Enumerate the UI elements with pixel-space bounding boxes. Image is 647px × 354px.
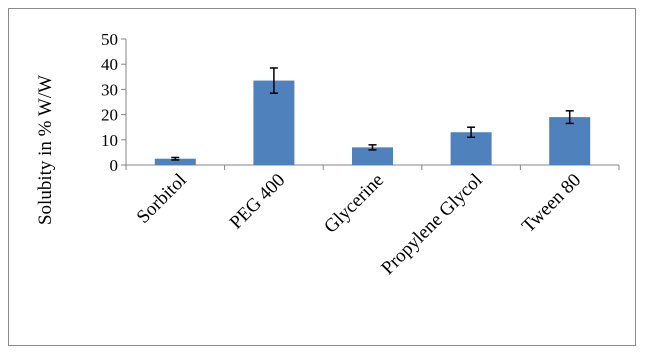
x-category-label: Sorbitol [133, 170, 191, 228]
x-category-label: Tween 80 [518, 170, 585, 237]
bar-tween-80 [549, 117, 591, 165]
y-tick-labels: 0 10 20 30 40 50 [101, 30, 118, 175]
x-category-label: PEG 400 [226, 170, 290, 234]
y-axis-title: Solubity in % W/W [35, 75, 56, 225]
bars [154, 80, 591, 165]
x-category-label: Propylene Glycol [377, 170, 486, 279]
y-tick-label: 30 [101, 80, 118, 99]
bar-peg-400 [253, 80, 295, 165]
bar-glycerine [352, 147, 393, 165]
y-tick-label: 50 [101, 30, 118, 49]
chart-frame: 0 10 20 30 40 50 Sorbitol PEG 400 Glycerine Prop… [8, 8, 636, 346]
bar-sorbitol [154, 158, 196, 165]
y-tick-label: 20 [101, 106, 118, 125]
x-category-label: Glycerine [320, 170, 388, 238]
y-tick-label: 40 [101, 55, 118, 74]
y-tick-label: 0 [110, 156, 119, 175]
error-bars [171, 67, 574, 161]
y-tick-label: 10 [101, 131, 118, 150]
bar-chart: 0 10 20 30 40 50 Sorbitol PEG 400 GlycerineProp… [35, 30, 620, 279]
